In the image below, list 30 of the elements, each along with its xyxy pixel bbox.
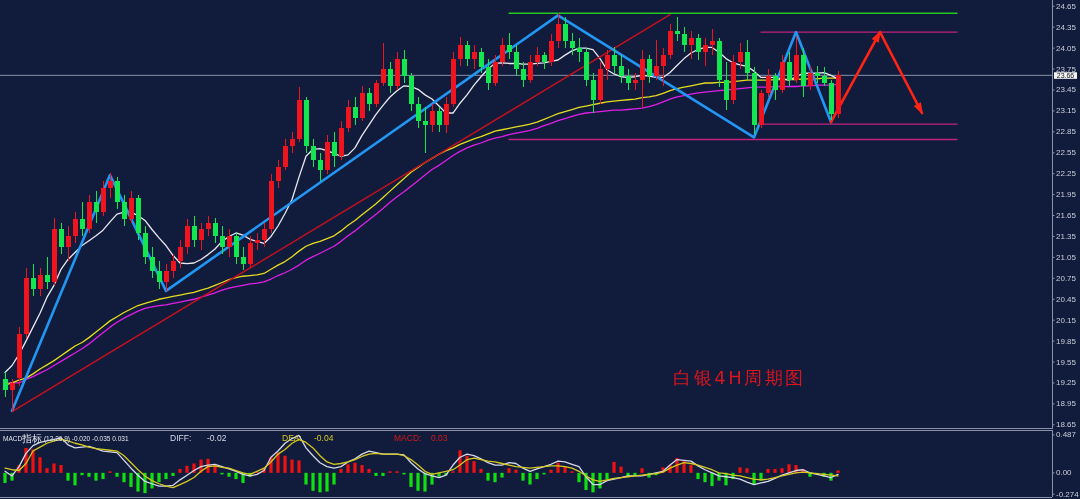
y-tick-label: 23.45: [1056, 85, 1077, 95]
annotation: -0.02: [207, 433, 227, 443]
y-tick-label: 19.85: [1056, 336, 1077, 346]
y-tick-label: 0.487: [1056, 430, 1077, 440]
y-tick-label: 20.75: [1056, 273, 1077, 283]
y-tick-label: -0.274: [1056, 489, 1080, 499]
y-tick-label: 21.05: [1056, 252, 1077, 262]
y-tick-label: 21.65: [1056, 211, 1077, 221]
y-tick-label: 0.00: [1056, 468, 1073, 478]
y-tick-label: 24.65: [1056, 1, 1077, 11]
y-tick-label: 22.55: [1056, 148, 1077, 158]
y-tick-label: 18.65: [1056, 420, 1077, 430]
y-tick-label: 19.25: [1056, 378, 1077, 388]
text: MACD:: [394, 433, 422, 443]
y-tick-label: 21.95: [1056, 190, 1077, 200]
y-tick-label: 23.15: [1056, 106, 1077, 116]
y-tick-label: 22.25: [1056, 169, 1077, 179]
y-tick-label: 20.15: [1056, 315, 1077, 325]
y-tick-label: 22.85: [1056, 127, 1077, 137]
y-tick-label: 24.05: [1056, 43, 1077, 53]
y-tick-label: 23.75: [1056, 64, 1077, 74]
y-tick-label: 24.35: [1056, 22, 1077, 32]
y-tick-label: 18.95: [1056, 399, 1077, 409]
y-tick-label: 19.55: [1056, 357, 1077, 367]
y-tick-label: 20.45: [1056, 294, 1077, 304]
annotation: -0.04: [314, 433, 334, 443]
y-tick-label: 21.35: [1056, 231, 1077, 241]
annotation: 0.03: [431, 433, 448, 443]
text: DIFF:: [170, 433, 192, 443]
annotation: 白银4H周期图: [673, 367, 806, 389]
